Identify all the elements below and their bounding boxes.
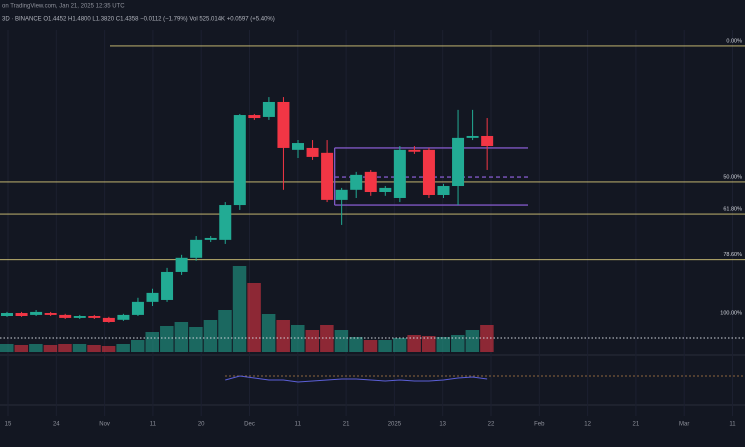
x-tick-label: Nov xyxy=(99,422,110,428)
volume-bar xyxy=(87,345,101,352)
x-tick-label: 21 xyxy=(343,422,350,428)
candle-body xyxy=(233,115,246,206)
candle-body xyxy=(204,237,217,240)
volume-bar xyxy=(218,310,232,352)
header: on TradingView.com, Jan 21, 2025 12:35 U… xyxy=(2,4,125,10)
candle-body xyxy=(175,257,188,272)
volume-bar xyxy=(130,340,145,352)
volume-bar xyxy=(43,345,58,352)
volume-bar xyxy=(174,322,189,352)
volume-bar xyxy=(203,320,218,352)
candle-body xyxy=(248,115,261,119)
candle-body xyxy=(44,313,57,315)
volume-bar xyxy=(334,330,349,352)
volume-bar xyxy=(349,337,363,352)
candle-body xyxy=(321,152,334,200)
candle-body xyxy=(190,239,203,258)
candle-body xyxy=(146,292,159,302)
candle-body xyxy=(131,301,144,315)
candle-body xyxy=(466,135,479,138)
volume-bar xyxy=(276,320,290,352)
volume-bar xyxy=(14,345,29,352)
volume-bar xyxy=(232,266,247,352)
fib-label: 61.80% xyxy=(723,206,742,212)
x-axis-strip xyxy=(0,416,745,447)
candle-body xyxy=(422,149,435,195)
volume-bar xyxy=(305,330,320,352)
x-tick-label: 13 xyxy=(439,422,446,428)
candle-body xyxy=(15,313,28,317)
volume-bar xyxy=(0,344,14,352)
rsi-line xyxy=(225,375,488,383)
volume-bar xyxy=(101,346,116,352)
x-tick-label: Dec xyxy=(244,422,255,428)
x-tick-label: 20 xyxy=(198,422,205,428)
candle-body xyxy=(102,317,115,322)
x-tick-label: 2025 xyxy=(388,422,402,428)
candle-body xyxy=(335,189,348,200)
volume-bar xyxy=(392,338,407,352)
volume-bar xyxy=(189,327,203,352)
fib-label: 100.00% xyxy=(720,310,742,316)
candle-body xyxy=(393,149,406,198)
candle-body xyxy=(350,174,363,190)
x-tick-label: 11 xyxy=(729,422,736,428)
fib-label: 50.00% xyxy=(723,174,742,180)
candle-body xyxy=(292,143,304,150)
fib-label: 78.60% xyxy=(723,252,742,258)
candle-body xyxy=(262,101,275,117)
candle-body xyxy=(379,187,392,192)
volume-bar xyxy=(363,340,378,352)
x-tick-label: 15 xyxy=(5,422,12,428)
candle-body xyxy=(1,313,13,317)
candle-body xyxy=(30,311,43,315)
volume-bar xyxy=(29,344,43,352)
volume-bar xyxy=(72,344,87,352)
volume-bar xyxy=(436,337,450,352)
x-tick-label: 24 xyxy=(53,422,60,428)
candle-body xyxy=(117,314,130,320)
candle-body xyxy=(277,101,290,148)
x-tick-label: 11 xyxy=(295,422,302,428)
candle-body xyxy=(161,271,174,300)
candle-body xyxy=(452,137,465,187)
volume-bar xyxy=(451,335,465,352)
volume-bar xyxy=(116,344,130,352)
candle-body xyxy=(481,135,494,147)
volume-bar xyxy=(58,344,72,352)
x-tick-label: Feb xyxy=(534,422,545,428)
fib-label: 0.00% xyxy=(726,38,742,44)
volume-bar xyxy=(261,314,276,352)
volume-bar xyxy=(247,283,261,352)
subheader: 3D · BINANCE O1.4452 H1.4800 L1.3820 C1.… xyxy=(2,17,275,23)
candle-body xyxy=(306,147,319,157)
volume-bar xyxy=(160,326,174,352)
candle-body xyxy=(219,205,232,240)
candle-body xyxy=(88,316,101,318)
volume-bar xyxy=(145,332,159,352)
x-tick-label: 22 xyxy=(488,422,495,428)
candle-body xyxy=(364,171,377,192)
volume-bar xyxy=(465,330,480,352)
x-tick-label: 21 xyxy=(633,422,640,428)
candle-body xyxy=(437,186,450,195)
volume-bar xyxy=(407,335,421,352)
candle-body xyxy=(408,149,421,152)
candle-body xyxy=(73,316,86,318)
x-tick-label: 11 xyxy=(150,422,157,428)
volume-bar xyxy=(421,336,436,352)
x-tick-label: Mar xyxy=(679,422,689,428)
volume-bar xyxy=(378,340,392,352)
x-tick-label: 12 xyxy=(584,422,591,428)
candle-body xyxy=(59,314,72,318)
